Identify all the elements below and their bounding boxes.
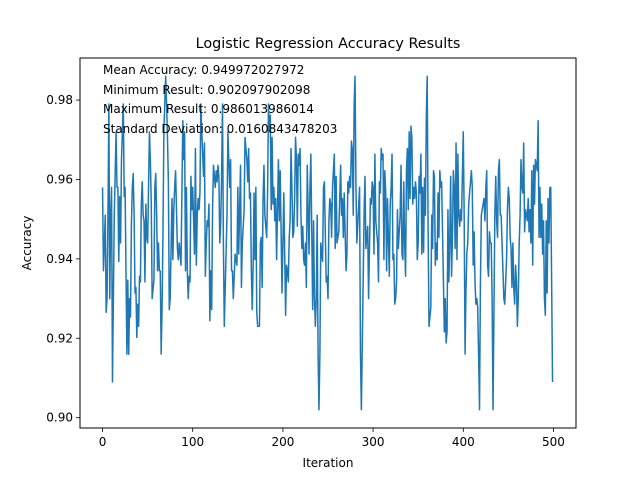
x-tick-label: 400 — [452, 435, 475, 449]
y-axis-label: Accuracy — [20, 216, 34, 271]
x-tick-label: 0 — [99, 435, 107, 449]
mean-accuracy-text: Mean Accuracy: 0.949972027972 — [103, 63, 304, 77]
x-tick-label: 500 — [542, 435, 565, 449]
series-layer — [101, 75, 554, 411]
x-axis: 0 100 200 300 400 500 — [99, 428, 565, 449]
std-deviation-text: Standard Deviation: 0.0160843478203 — [103, 122, 337, 136]
x-tick-label: 200 — [271, 435, 294, 449]
chart-title: Logistic Regression Accuracy Results — [196, 36, 461, 52]
y-tick-label: 0.92 — [46, 331, 73, 345]
minimum-result-text: Minimum Result: 0.902097902098 — [103, 83, 310, 97]
y-tick-label: 0.96 — [46, 172, 73, 186]
accuracy-series-line — [101, 75, 554, 411]
x-axis-label: Iteration — [303, 456, 354, 470]
x-tick-label: 300 — [362, 435, 385, 449]
y-tick-label: 0.90 — [46, 411, 73, 425]
x-tick-label: 100 — [181, 435, 204, 449]
y-tick-label: 0.98 — [46, 93, 73, 107]
plot-frame — [79, 57, 577, 429]
y-axis: 0.90 0.92 0.94 0.96 0.98 — [46, 93, 80, 425]
y-tick-label: 0.94 — [46, 252, 73, 266]
maximum-result-text: Maximum Result: 0.986013986014 — [103, 102, 314, 116]
